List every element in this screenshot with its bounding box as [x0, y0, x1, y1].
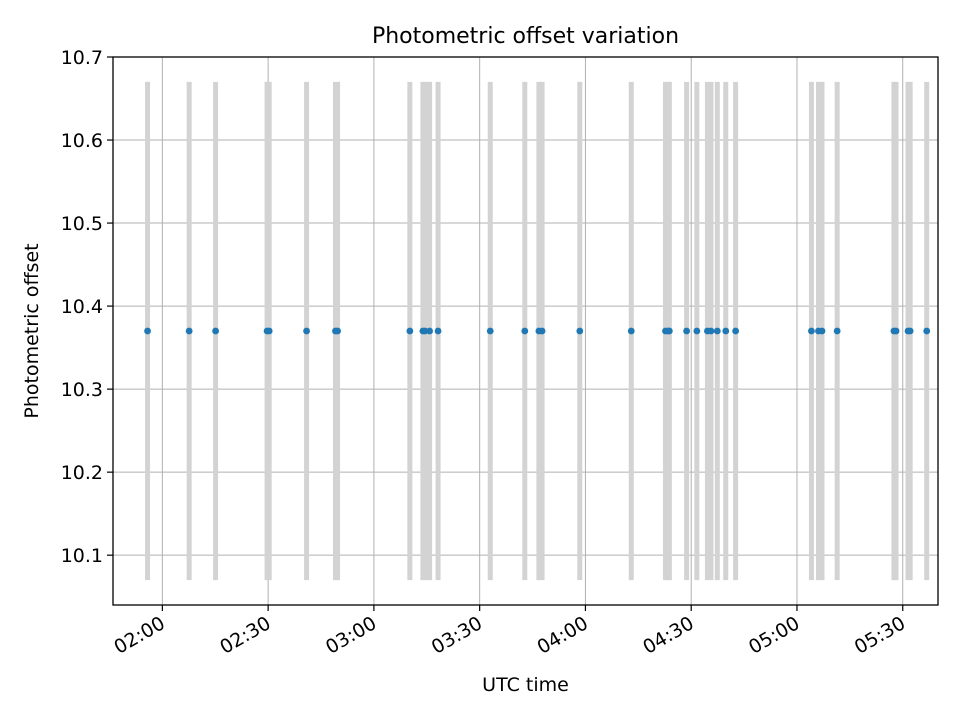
- data-point: [923, 327, 931, 335]
- data-point: [538, 327, 546, 335]
- y-tick-label: 10.7: [61, 47, 103, 69]
- data-point: [144, 327, 151, 335]
- y-tick-label: 10.3: [61, 379, 103, 401]
- data-point: [722, 327, 730, 335]
- data-points: [144, 327, 931, 335]
- x-axis-label: UTC time: [482, 674, 569, 696]
- y-tick-label: 10.2: [61, 462, 103, 484]
- data-point: [713, 327, 721, 335]
- data-point: [303, 327, 310, 335]
- data-point: [406, 327, 414, 335]
- data-point: [818, 327, 826, 335]
- y-tick-label: 10.5: [61, 213, 103, 235]
- data-point: [426, 327, 434, 335]
- data-point: [576, 327, 584, 335]
- plot-frame: [112, 56, 939, 606]
- y-axis-ticks: 10.1 10.2 10.3 10.4 10.5 10.6 10.7: [61, 47, 113, 567]
- data-point: [833, 327, 841, 335]
- y-tick-label: 10.4: [61, 296, 103, 318]
- data-point: [434, 327, 442, 335]
- data-point: [665, 327, 673, 335]
- y-tick-label: 10.6: [61, 130, 103, 152]
- y-axis-label: Photometric offset: [21, 243, 43, 418]
- data-point: [683, 327, 691, 335]
- data-point: [892, 327, 900, 335]
- data-point: [707, 327, 715, 335]
- data-point: [185, 327, 193, 335]
- data-point: [334, 327, 341, 335]
- data-point: [808, 327, 815, 335]
- data-point: [627, 327, 635, 335]
- data-point: [906, 327, 914, 335]
- data-point: [732, 327, 740, 335]
- chart-title: Photometric offset variation: [372, 24, 679, 49]
- data-point: [521, 327, 529, 335]
- y-tick-label: 10.1: [61, 545, 103, 567]
- data-point: [212, 327, 219, 335]
- data-point: [693, 327, 701, 335]
- data-point: [486, 327, 494, 335]
- data-point: [265, 327, 273, 335]
